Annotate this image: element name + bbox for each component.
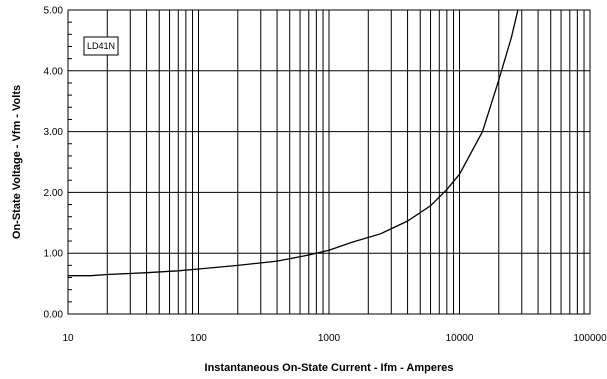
- x-axis-title: Instantaneous On-State Current - Ifm - A…: [205, 362, 454, 374]
- x-tick-label: 10000: [446, 333, 474, 344]
- x-tick-label: 10: [62, 333, 74, 344]
- legend-box: [83, 36, 119, 56]
- y-tick-label: 2.00: [44, 188, 64, 199]
- legend: LD41N: [83, 36, 119, 56]
- y-tick-label: 4.00: [44, 66, 64, 77]
- y-tick-label: 5.00: [44, 6, 64, 17]
- legend-label: LD41N: [87, 41, 115, 51]
- plot-border: [67, 9, 591, 315]
- y-tick-label: 3.00: [44, 127, 64, 138]
- x-tick-label: 100000: [573, 333, 607, 344]
- x-tick-label: 100: [190, 333, 207, 344]
- y-tick-label: 0.00: [44, 310, 64, 321]
- x-tick-labels: 10 100 1000 10000 100000: [62, 333, 607, 344]
- x-tick-label: 1000: [318, 333, 341, 344]
- series-line: [68, 9, 519, 277]
- series-group: [68, 9, 519, 277]
- y-tick-label: 1.00: [44, 249, 64, 260]
- y-axis-title: On-State Voltage - Vfm - Volts: [11, 85, 23, 239]
- y-tick-labels: 0.00 1.00 2.00 3.00 4.00 5.00: [44, 6, 64, 321]
